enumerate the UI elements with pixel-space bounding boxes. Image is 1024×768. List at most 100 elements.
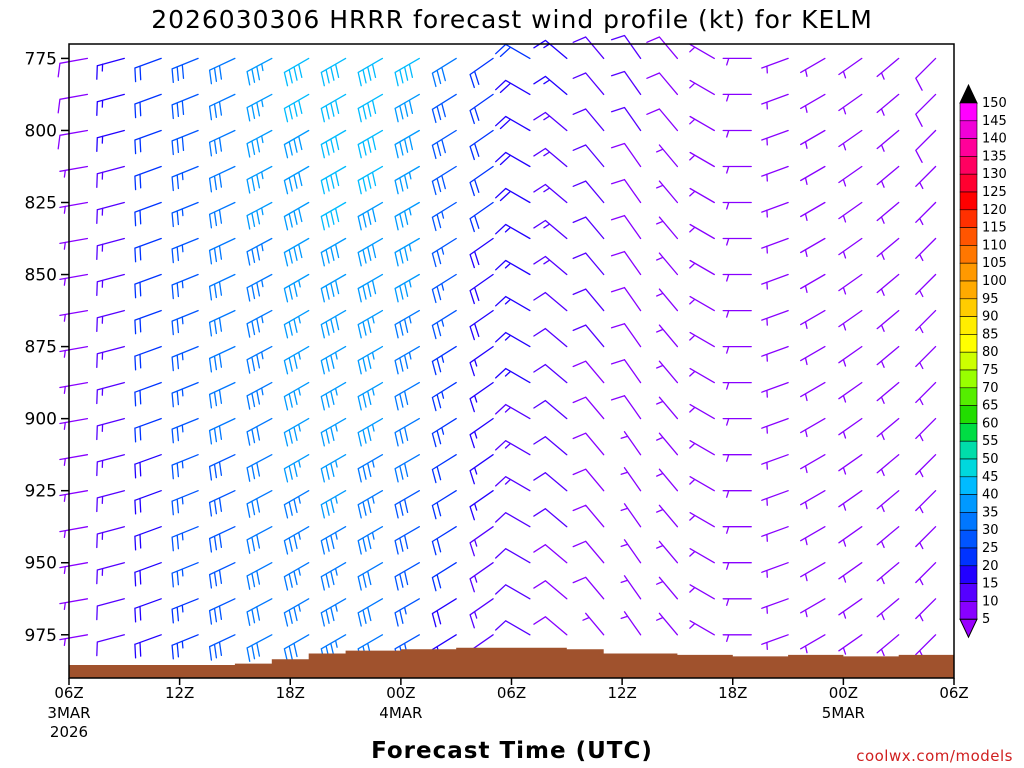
- wind-barb: [96, 562, 125, 585]
- wind-barb: [838, 165, 863, 187]
- wind-barb: [320, 562, 347, 591]
- wind-barb: [610, 250, 642, 276]
- wind-barb: [533, 544, 568, 564]
- wind-barb: [96, 634, 125, 657]
- wind-barb: [171, 634, 199, 660]
- wind-barb: [656, 612, 679, 636]
- wind-barb: [800, 201, 826, 222]
- wind-barb: [246, 598, 273, 626]
- colorbar-tick-label: 95: [982, 292, 999, 307]
- wind-barb: [283, 93, 310, 123]
- wind-barb: [838, 309, 863, 331]
- wind-barb: [171, 526, 199, 552]
- wind-barb: [915, 598, 937, 622]
- wind-barb: [59, 381, 89, 394]
- wind-barb: [246, 417, 273, 446]
- y-tick-label: 975: [25, 626, 57, 646]
- wind-barb: [761, 345, 789, 362]
- wind-barb: [656, 468, 679, 492]
- colorbar-bin: [959, 440, 978, 460]
- wind-barb: [283, 165, 310, 195]
- credit-text[interactable]: coolwx.com/models: [856, 747, 1013, 765]
- wind-barb: [208, 237, 236, 265]
- wind-barb: [915, 490, 937, 514]
- wind-barb: [533, 436, 568, 456]
- wind-barb: [915, 634, 937, 658]
- wind-barb: [59, 201, 89, 214]
- wind-barb: [96, 345, 125, 369]
- wind-barb: [722, 309, 752, 318]
- wind-barb: [572, 324, 605, 348]
- colorbar-bin: [959, 280, 978, 300]
- wind-barb: [394, 345, 420, 375]
- wind-barb: [431, 454, 457, 484]
- wind-barb: [610, 395, 642, 420]
- wind-barb: [689, 548, 715, 564]
- colorbar-bin: [959, 245, 978, 264]
- wind-barb: [620, 431, 642, 456]
- wind-barb: [394, 526, 420, 555]
- wind-barb: [394, 490, 420, 519]
- wind-barb: [394, 273, 420, 303]
- wind-barb: [722, 598, 752, 606]
- wind-barb: [915, 93, 937, 127]
- wind-barb: [59, 345, 89, 358]
- wind-barb: [876, 93, 900, 116]
- wind-barb: [96, 93, 125, 116]
- colorbar-tick-label: 25: [982, 541, 999, 556]
- y-tick-label: 950: [25, 554, 57, 574]
- wind-barb: [394, 237, 420, 267]
- wind-barb: [59, 562, 89, 575]
- wind-barb: [800, 417, 826, 438]
- wind-barb: [761, 454, 789, 470]
- wind-barb: [134, 309, 162, 335]
- x-tick-label: 00Z: [829, 684, 858, 702]
- wind-barb: [533, 616, 568, 636]
- colorbar-bin: [959, 423, 978, 442]
- wind-barb: [320, 345, 347, 375]
- colorbar-bin: [959, 209, 978, 228]
- wind-barb: [800, 562, 826, 582]
- colorbar-bin: [959, 120, 978, 139]
- wind-barb: [495, 440, 531, 456]
- wind-barb: [246, 57, 273, 86]
- wind-barb: [246, 454, 273, 482]
- colorbar-tick-label: 130: [982, 167, 1007, 182]
- wind-barb: [610, 34, 642, 60]
- wind-barb: [689, 440, 715, 456]
- wind-barb: [431, 381, 457, 412]
- colorbar-tick-label: 80: [982, 345, 999, 360]
- wind-barb: [533, 508, 568, 528]
- wind-barb: [283, 634, 310, 663]
- wind-barb: [876, 201, 900, 224]
- wind-barb: [876, 273, 900, 296]
- wind-barb: [469, 345, 494, 377]
- colorbar-tick-label: 45: [982, 470, 999, 485]
- x-tick-label: 18Z: [276, 684, 305, 702]
- y-tick-label: 775: [25, 49, 57, 69]
- wind-barb: [469, 201, 494, 233]
- wind-barb: [838, 454, 863, 475]
- wind-barb: [208, 93, 236, 121]
- wind-barb: [171, 201, 199, 228]
- colorbar-tick-label: 30: [982, 523, 999, 538]
- wind-barb: [96, 273, 125, 297]
- wind-barb: [800, 634, 826, 654]
- wind-barb: [469, 165, 494, 197]
- wind-barb: [915, 237, 937, 262]
- wind-barb: [572, 432, 605, 456]
- wind-barb: [171, 417, 199, 444]
- colorbar: 1501451401351301251201151101051009590858…: [959, 83, 1007, 639]
- wind-barb: [915, 345, 937, 370]
- wind-barb: [620, 539, 642, 564]
- wind-barb: [722, 129, 752, 138]
- y-tick-label: 875: [25, 338, 57, 358]
- wind-barb: [171, 598, 199, 624]
- wind-barb: [134, 381, 162, 407]
- colorbar-bin: [959, 547, 978, 567]
- wind-barb: [283, 345, 310, 375]
- wind-barb: [533, 327, 568, 348]
- wind-barb: [431, 490, 457, 520]
- colorbar-bin: [959, 476, 978, 495]
